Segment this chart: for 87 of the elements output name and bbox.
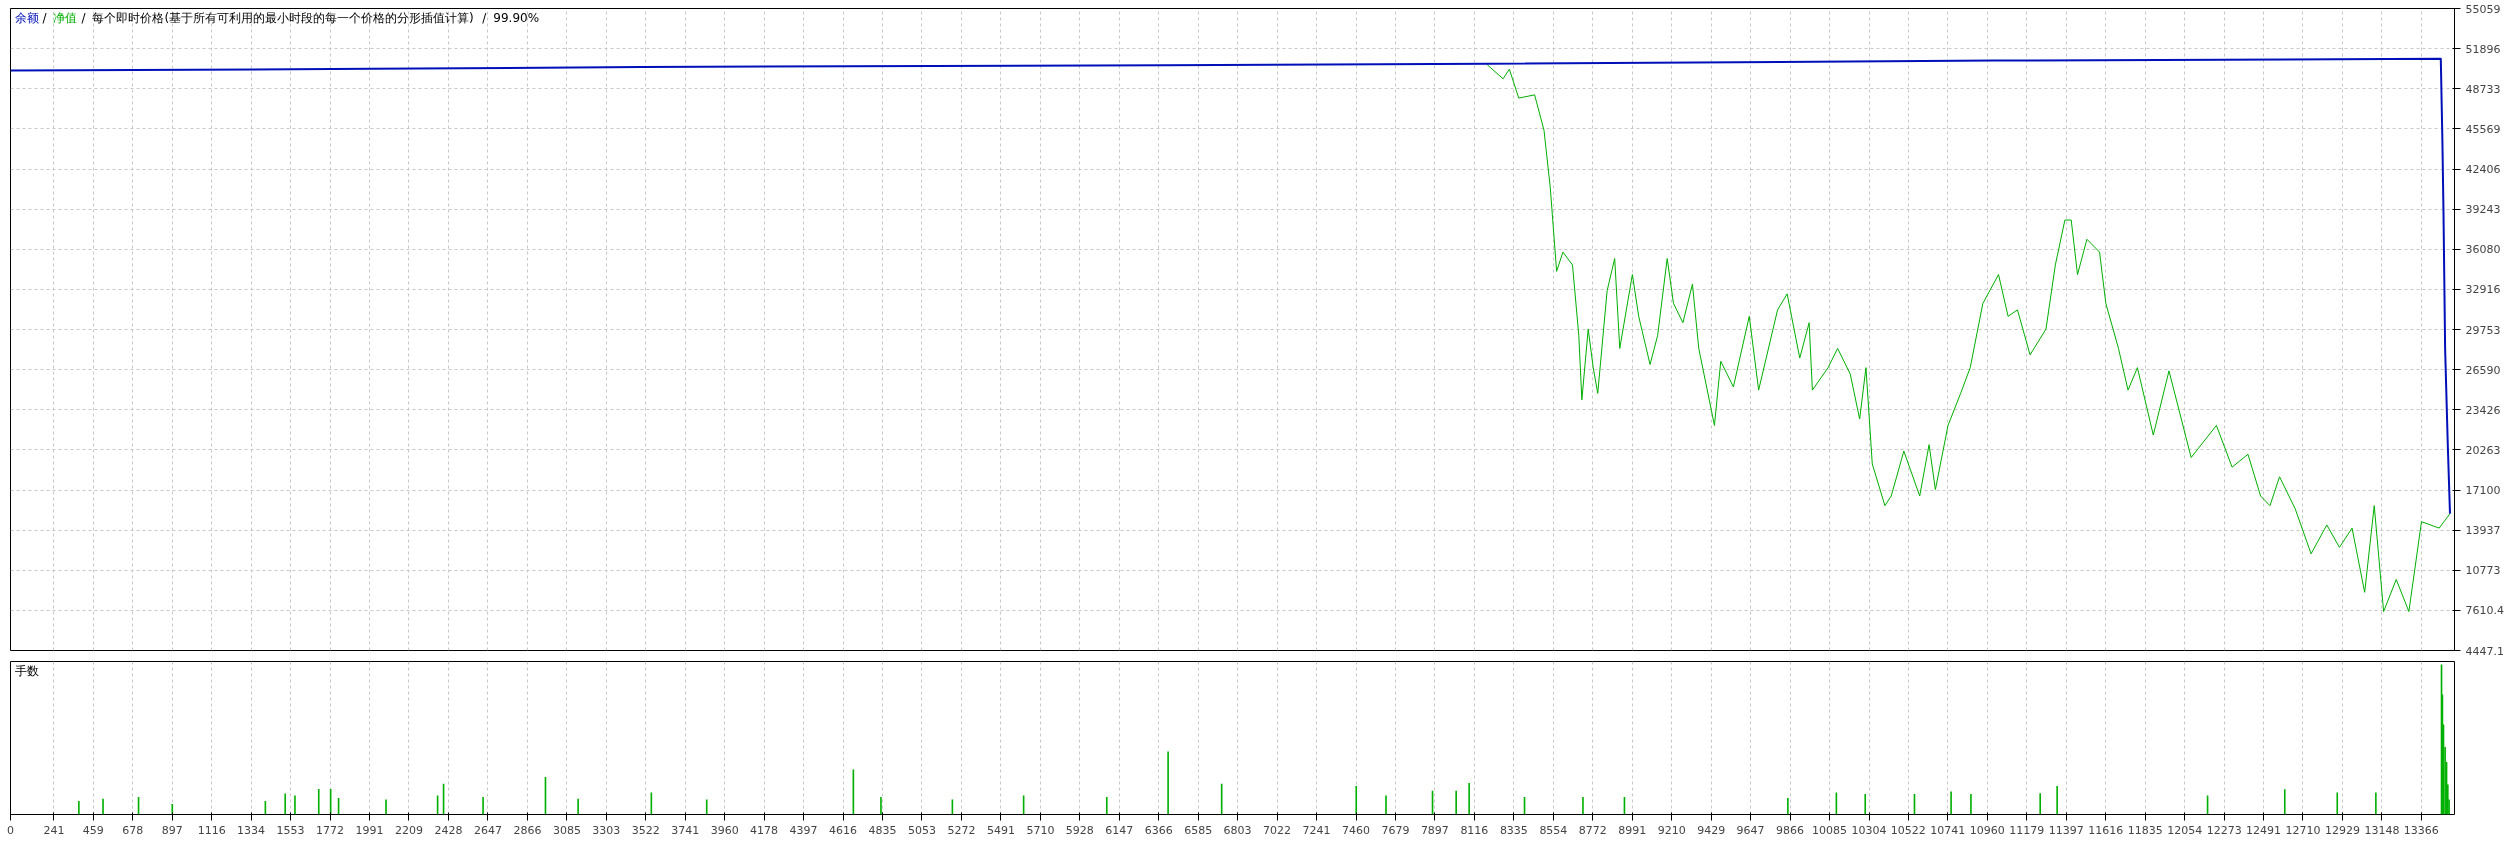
x-tick-label: 3960 bbox=[710, 823, 739, 837]
x-tick-label: 5053 bbox=[907, 823, 936, 837]
x-tick-label: 5928 bbox=[1065, 823, 1094, 837]
x-tick-label: 678 bbox=[122, 823, 144, 837]
y-tick-label: 4447.1 bbox=[2465, 644, 2504, 658]
x-tick-label: 2866 bbox=[513, 823, 542, 837]
x-tick-label: 6585 bbox=[1184, 823, 1213, 837]
y-tick-label: 51896 bbox=[2465, 42, 2501, 56]
x-tick-label: 11616 bbox=[2088, 823, 2124, 837]
x-tick-label: 8335 bbox=[1499, 823, 1528, 837]
x-tick-label: 9210 bbox=[1657, 823, 1686, 837]
x-tick-label: 7022 bbox=[1263, 823, 1292, 837]
x-tick-label: 4616 bbox=[829, 823, 858, 837]
x-tick-label: 241 bbox=[43, 823, 65, 837]
x-tick-label: 9429 bbox=[1697, 823, 1726, 837]
x-tick-label: 10304 bbox=[1851, 823, 1887, 837]
y-tick-label: 45569 bbox=[2465, 122, 2501, 136]
y-tick-label: 26590 bbox=[2465, 363, 2501, 377]
x-tick-label: 1334 bbox=[237, 823, 266, 837]
y-tick-label: 32916 bbox=[2465, 283, 2501, 297]
x-tick-label: 12929 bbox=[2324, 823, 2360, 837]
x-tick-label: 9866 bbox=[1776, 823, 1805, 837]
x-tick-label: 459 bbox=[82, 823, 104, 837]
x-tick-label: 6366 bbox=[1144, 823, 1173, 837]
x-tick-label: 3522 bbox=[631, 823, 660, 837]
x-tick-label: 11397 bbox=[2048, 823, 2084, 837]
x-tick-label: 5491 bbox=[986, 823, 1015, 837]
x-tick-label: 5710 bbox=[1026, 823, 1055, 837]
x-tick-label: 1991 bbox=[355, 823, 384, 837]
x-tick-label: 5272 bbox=[947, 823, 976, 837]
x-tick-label: 10522 bbox=[1890, 823, 1926, 837]
x-tick-label: 4397 bbox=[789, 823, 818, 837]
x-tick-label: 11179 bbox=[2009, 823, 2045, 837]
x-tick-label: 13148 bbox=[2364, 823, 2400, 837]
x-tick-label: 1116 bbox=[197, 823, 226, 837]
x-tick-label: 7241 bbox=[1302, 823, 1331, 837]
y-tick-label: 55059 bbox=[2465, 2, 2501, 16]
x-tick-label: 6147 bbox=[1105, 823, 1134, 837]
x-tick-label: 13366 bbox=[2403, 823, 2439, 837]
chart-title: 手数 bbox=[14, 663, 39, 678]
y-tick-label: 23426 bbox=[2465, 403, 2501, 417]
x-tick-label: 4835 bbox=[868, 823, 897, 837]
x-tick-label: 12273 bbox=[2206, 823, 2242, 837]
chart-title: 每个即时价格(基于所有可利用的最小时段的每一个价格的分形插值计算) / 99.90% bbox=[92, 10, 540, 25]
x-tick-label: 11835 bbox=[2127, 823, 2163, 837]
line-series bbox=[1486, 64, 2451, 613]
x-tick-label: 7897 bbox=[1420, 823, 1449, 837]
y-tick-label: 48733 bbox=[2465, 82, 2501, 96]
y-tick-label: 42406 bbox=[2465, 163, 2501, 176]
x-tick-label: 3303 bbox=[592, 823, 621, 837]
annotation: / bbox=[81, 10, 87, 25]
x-tick-label: 10741 bbox=[1930, 823, 1966, 837]
x-tick-label: 8991 bbox=[1618, 823, 1647, 837]
y-tick-label: 17100 bbox=[2465, 484, 2501, 497]
x-tick-label: 7460 bbox=[1342, 823, 1371, 837]
annotation: / bbox=[42, 10, 48, 25]
x-tick-label: 897 bbox=[161, 823, 183, 837]
x-tick-label: 9647 bbox=[1736, 823, 1765, 837]
x-tick-label: 4178 bbox=[750, 823, 779, 837]
x-tick-label: 7679 bbox=[1381, 823, 1410, 837]
y-tick-label: 36080 bbox=[2465, 243, 2501, 257]
y-tick-label: 20263 bbox=[2465, 443, 2501, 457]
x-tick-label: 1772 bbox=[316, 823, 345, 837]
text: 净值 bbox=[53, 10, 78, 25]
line-series bbox=[10, 57, 2451, 515]
y-tick-label: 10773 bbox=[2465, 564, 2501, 578]
x-tick-label: 0 bbox=[7, 823, 14, 837]
x-tick-label: 3741 bbox=[671, 823, 700, 837]
x-tick-label: 3085 bbox=[552, 823, 581, 837]
x-tick-label: 12710 bbox=[2285, 823, 2321, 837]
x-tick-label: 8116 bbox=[1460, 823, 1489, 837]
x-tick-label: 12491 bbox=[2245, 823, 2281, 837]
y-tick-label: 7610.4 bbox=[2465, 604, 2504, 618]
x-tick-label: 12054 bbox=[2167, 823, 2203, 837]
y-tick-label: 13937 bbox=[2465, 524, 2501, 538]
text: 余额 bbox=[14, 10, 39, 25]
x-tick-label: 1553 bbox=[276, 823, 305, 837]
x-tick-label: 10085 bbox=[1812, 823, 1848, 837]
x-tick-label: 2209 bbox=[394, 823, 423, 837]
x-tick-label: 2428 bbox=[434, 823, 463, 837]
x-tick-label: 2647 bbox=[473, 823, 502, 837]
y-tick-label: 29753 bbox=[2465, 323, 2501, 337]
x-tick-label: 8554 bbox=[1539, 823, 1568, 837]
x-tick-label: 10960 bbox=[1969, 823, 2005, 837]
x-tick-label: 8772 bbox=[1578, 823, 1607, 837]
y-tick-label: 39243 bbox=[2465, 203, 2501, 217]
x-tick-label: 6803 bbox=[1223, 823, 1252, 837]
